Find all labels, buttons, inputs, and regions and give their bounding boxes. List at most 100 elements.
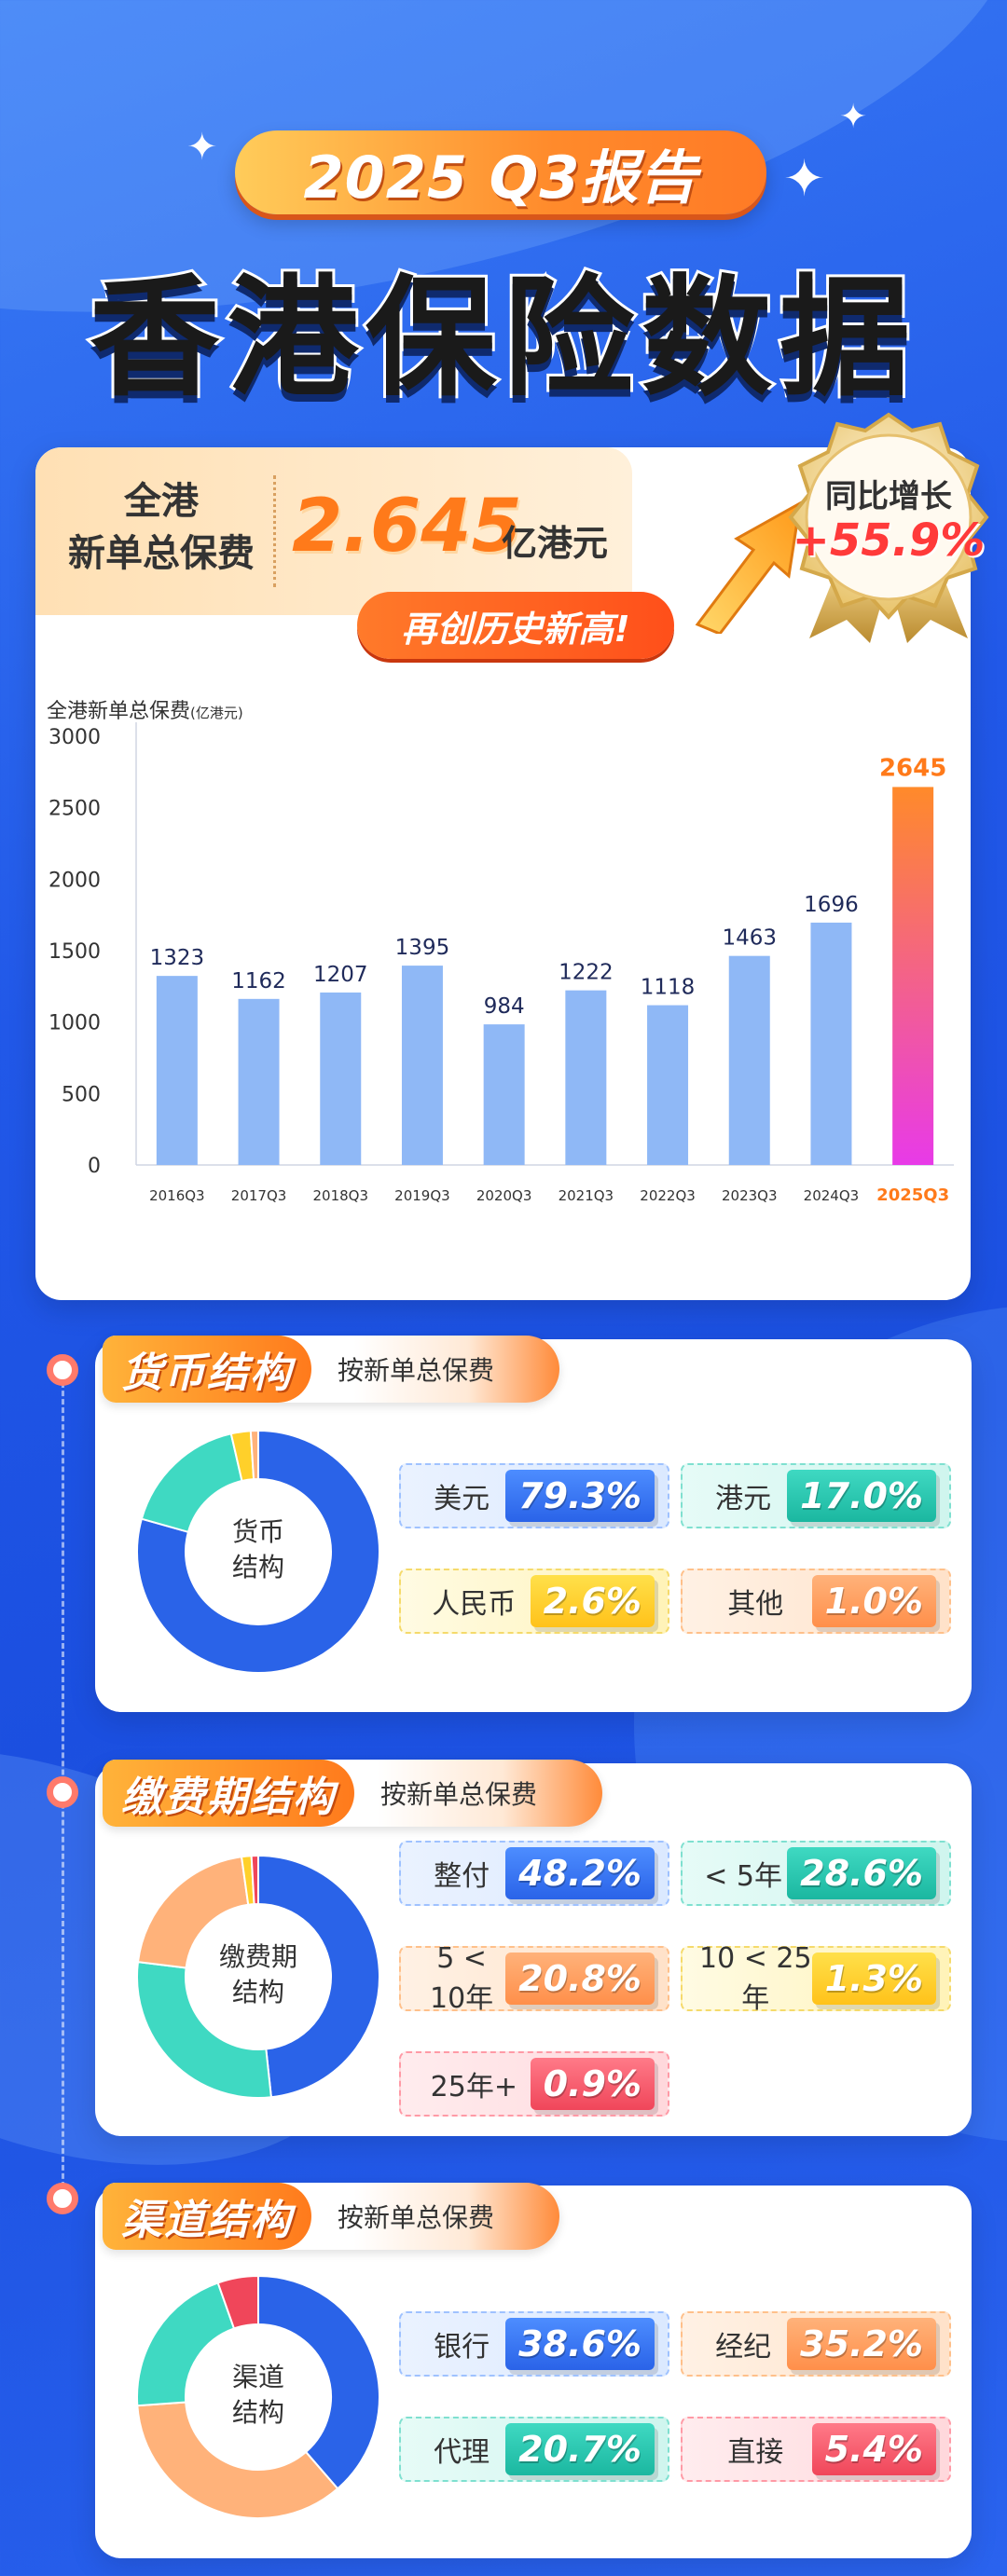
legend-chip: 5 < 10年 20.8% bbox=[399, 1942, 669, 2015]
bar bbox=[565, 990, 607, 1165]
y-tick-label: 500 bbox=[62, 1083, 101, 1106]
legend-value: 38.6% bbox=[505, 2318, 655, 2370]
report-subtitle: 2025 Q3报告 bbox=[235, 130, 766, 214]
summary-banner bbox=[35, 447, 632, 615]
legend-chip: 代理 20.7% bbox=[399, 2417, 669, 2482]
summary-value: 2.645 bbox=[292, 485, 522, 569]
legend-label: 人民币 bbox=[432, 1588, 517, 1621]
legend-chip: 银行 38.6% bbox=[399, 2311, 669, 2377]
legend-value: 1.0% bbox=[811, 1575, 936, 1627]
timeline-dot bbox=[47, 1354, 78, 1386]
y-tick-label: 2500 bbox=[48, 798, 101, 821]
currency-structure-tag: 货币结构 按新单总保费 bbox=[103, 1336, 560, 1403]
donut-slice bbox=[216, 2274, 259, 2330]
donut-slice bbox=[257, 2274, 380, 2490]
legend-value: 2.6% bbox=[530, 1575, 655, 1627]
legend-value: 20.7% bbox=[505, 2423, 655, 2475]
legend-chip: 美元 79.3% bbox=[399, 1463, 669, 1528]
donut-hole bbox=[186, 2325, 330, 2469]
payment-term-tag: 缴费期结构 按新单总保费 bbox=[103, 1760, 603, 1827]
bar bbox=[401, 966, 443, 1165]
legend-label: < 5年 bbox=[704, 1860, 782, 1893]
channel-donut-chart bbox=[132, 2271, 384, 2523]
donut-center-label: 渠道 结构 bbox=[231, 2362, 284, 2428]
bar-value-label: 1696 bbox=[804, 893, 859, 917]
x-tick-label: 2020Q3 bbox=[476, 1187, 532, 1204]
record-badge: 再创历史新高! bbox=[357, 592, 674, 659]
bar-value-label: 1323 bbox=[150, 946, 205, 970]
legend-label: 经纪 bbox=[715, 2331, 772, 2364]
donut-slice bbox=[250, 1854, 259, 1906]
chart-title: 全港新单总保费(亿港元) bbox=[47, 700, 243, 723]
donut-center-label: 货币 结构 bbox=[231, 1516, 284, 1583]
bar-value-label: 2645 bbox=[879, 754, 946, 782]
bar-value-label: 1118 bbox=[641, 976, 696, 1000]
legend-value: 17.0% bbox=[787, 1470, 936, 1522]
bar bbox=[320, 992, 362, 1165]
donut-hole bbox=[186, 1905, 330, 2048]
legend-label: 其他 bbox=[727, 1588, 784, 1621]
bar-value-label: 1222 bbox=[559, 961, 614, 985]
y-tick-label: 0 bbox=[88, 1155, 101, 1178]
legend-chip: 直接 5.4% bbox=[681, 2417, 951, 2482]
bar bbox=[810, 922, 852, 1165]
x-tick-label: 2016Q3 bbox=[149, 1187, 205, 1204]
channel-structure-tag: 渠道结构 按新单总保费 bbox=[103, 2183, 560, 2250]
bar bbox=[647, 1005, 689, 1165]
legend-value: 48.2% bbox=[505, 1847, 655, 1899]
payment-term-donut-chart bbox=[132, 1851, 384, 2103]
arrow-up-icon bbox=[695, 500, 802, 634]
legend-chip: 25年+ 0.9% bbox=[399, 2051, 669, 2117]
legend-label: 5 < 10年 bbox=[429, 1941, 494, 2015]
medal-icon bbox=[788, 412, 989, 643]
bar bbox=[156, 976, 198, 1165]
legend-label: 25年+ bbox=[430, 2071, 517, 2103]
divider bbox=[273, 475, 276, 587]
summary-label: 全港 新单总保费 bbox=[68, 480, 255, 575]
legend-chip: 10 < 25年 1.3% bbox=[681, 1942, 951, 2015]
legend-label: 代理 bbox=[434, 2436, 490, 2469]
donut-slice bbox=[257, 1854, 380, 2099]
legend-value: 0.9% bbox=[530, 2058, 655, 2110]
bar-value-label: 1207 bbox=[313, 963, 368, 987]
sparkle-icon: ✦ bbox=[186, 126, 218, 169]
x-tick-label: 2025Q3 bbox=[876, 1185, 949, 1205]
currency-donut-chart bbox=[132, 1426, 384, 1678]
legend-value: 1.3% bbox=[811, 1953, 936, 2005]
legend-value: 20.8% bbox=[505, 1953, 655, 2005]
yoy-label: 同比增长 bbox=[825, 478, 952, 515]
legend-label: 10 < 25年 bbox=[699, 1941, 812, 2015]
donut-slice bbox=[136, 2401, 339, 2519]
legend-value: 28.6% bbox=[787, 1847, 936, 1899]
timeline-dot bbox=[47, 2183, 78, 2214]
bar-value-label: 984 bbox=[484, 994, 525, 1019]
summary-unit: 亿港元 bbox=[502, 523, 609, 564]
y-tick-label: 1500 bbox=[48, 940, 101, 964]
x-tick-label: 2018Q3 bbox=[312, 1187, 368, 1204]
legend-chip: 经纪 35.2% bbox=[681, 2311, 951, 2377]
x-tick-label: 2022Q3 bbox=[640, 1187, 696, 1204]
x-tick-label: 2019Q3 bbox=[394, 1187, 450, 1204]
legend-label: 港元 bbox=[715, 1483, 772, 1515]
x-tick-label: 2024Q3 bbox=[804, 1187, 860, 1204]
donut-slice bbox=[136, 1960, 272, 2099]
bar-value-label: 1162 bbox=[231, 969, 286, 993]
premium-bar-chart: 0 500 1000 1500 2000 2500 3000 1323 2016Q3 1162 20… bbox=[48, 722, 954, 1205]
x-tick-label: 2021Q3 bbox=[559, 1187, 614, 1204]
bar-value-label: 1395 bbox=[395, 936, 450, 960]
donut-center-label: 缴费期 结构 bbox=[218, 1941, 297, 2007]
bar bbox=[728, 955, 770, 1165]
donut-hole bbox=[186, 1480, 330, 1624]
legend-label: 银行 bbox=[434, 2331, 490, 2364]
x-tick-label: 2023Q3 bbox=[722, 1187, 778, 1204]
legend-chip: 港元 17.0% bbox=[681, 1463, 951, 1528]
summary-card: 全港 新单总保费 2.645 亿港元 再创历史新高! 同比增长 +55.9% 全… bbox=[35, 412, 989, 1300]
bar bbox=[238, 998, 280, 1165]
legend-chip: 整付 48.2% bbox=[399, 1841, 669, 1906]
legend-chip: < 5年 28.6% bbox=[681, 1841, 951, 1906]
x-tick-label: 2017Q3 bbox=[231, 1187, 287, 1204]
legend-label: 整付 bbox=[434, 1860, 490, 1893]
legend-value: 5.4% bbox=[811, 2423, 936, 2475]
legend-chip: 人民币 2.6% bbox=[399, 1569, 669, 1634]
bar bbox=[483, 1024, 525, 1165]
